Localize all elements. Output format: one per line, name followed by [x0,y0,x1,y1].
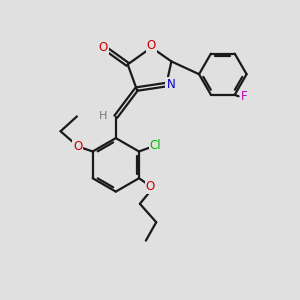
Text: O: O [147,39,156,52]
Text: H: H [99,111,107,121]
Text: N: N [167,78,175,91]
Text: O: O [73,140,83,153]
Text: O: O [146,180,155,193]
Text: Cl: Cl [149,139,161,152]
Text: O: O [99,41,108,54]
Text: F: F [241,90,248,103]
